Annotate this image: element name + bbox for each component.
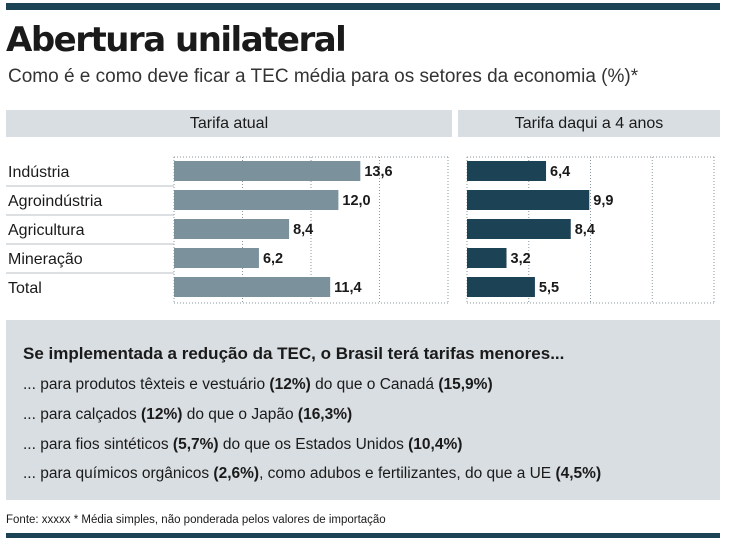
current-tariff-header: Tarifa atual (6, 110, 452, 137)
category-label: Agroindústria (8, 193, 102, 210)
chart-title: Abertura unilateral (6, 20, 347, 60)
tariff-bar-chart: Indústria Agroindústria Agricultura Mineraç… (6, 156, 715, 304)
line-text: ... para calçados (23, 406, 142, 423)
other-value: (4,5%) (555, 465, 602, 482)
current-value-label: 11,4 (334, 280, 361, 296)
other-value: (10,4%) (408, 436, 463, 453)
line-text: ... para fios sintéticos (23, 436, 173, 453)
line-text: , como adubos e fertilizantes, do que a … (259, 465, 556, 482)
comparison-panel: Se implementada a redução da TEC, o Bras… (6, 320, 720, 500)
future-value-label: 5,5 (539, 280, 559, 296)
future-tariff-header: Tarifa daqui a 4 anos (458, 110, 720, 137)
source-note: Fonte: xxxxx * Média simples, não ponder… (6, 514, 386, 526)
line-text: do que os Estados Unidos (218, 436, 409, 453)
other-value: (16,3%) (297, 406, 353, 423)
top-rule (6, 3, 720, 10)
category-label: Mineração (8, 251, 83, 268)
future-value-label: 8,4 (575, 222, 595, 238)
comparison-line-chemicals: ... para químicos orgânicos (2,6%), como… (23, 465, 601, 483)
current-bar (174, 219, 290, 239)
line-text: ... para químicos orgânicos (23, 465, 214, 482)
brazil-value: (12%) (141, 406, 183, 423)
future-bar (467, 219, 571, 239)
category-label: Indústria (8, 164, 69, 181)
future-bar (467, 190, 590, 210)
current-value-label: 8,4 (293, 222, 313, 238)
current-value-label: 13,6 (364, 164, 392, 180)
other-value: (15,9%) (438, 376, 493, 393)
future-bar (467, 248, 507, 268)
future-value-label: 6,4 (550, 164, 570, 180)
current-value-label: 6,2 (263, 251, 283, 267)
category-label: Agricultura (8, 222, 85, 239)
comparison-line-footwear: ... para calçados (12%) do que o Japão (… (23, 406, 352, 424)
line-text: ... para produtos têxteis e vestuário (23, 376, 270, 393)
future-value-label: 9,9 (593, 193, 613, 209)
bottom-rule (6, 533, 720, 538)
current-value-label: 12,0 (342, 193, 370, 209)
comparison-line-textiles: ... para produtos têxteis e vestuário (1… (23, 376, 493, 394)
current-tariff-header-label: Tarifa atual (189, 115, 269, 132)
line-text: do que o Japão (182, 406, 298, 423)
category-label: Total (8, 280, 42, 297)
current-bar (174, 248, 259, 268)
chart-subtitle: Como é e como deve ficar a TEC média par… (8, 66, 639, 87)
brazil-value: (5,7%) (172, 436, 219, 453)
comparison-line-synthetic-yarns: ... para fios sintéticos (5,7%) do que o… (23, 436, 462, 454)
future-value-label: 3,2 (511, 251, 531, 267)
future-bar (467, 161, 547, 181)
line-text: do que o Canadá (310, 376, 439, 393)
brazil-value: (12%) (269, 376, 311, 393)
comparison-title: Se implementada a redução da TEC, o Bras… (23, 344, 565, 363)
current-bar (174, 190, 339, 210)
brazil-value: (2,6%) (213, 465, 260, 482)
current-bar (174, 161, 361, 181)
current-bar (174, 277, 331, 297)
future-tariff-header-label: Tarifa daqui a 4 anos (514, 115, 664, 132)
future-bar (467, 277, 535, 297)
